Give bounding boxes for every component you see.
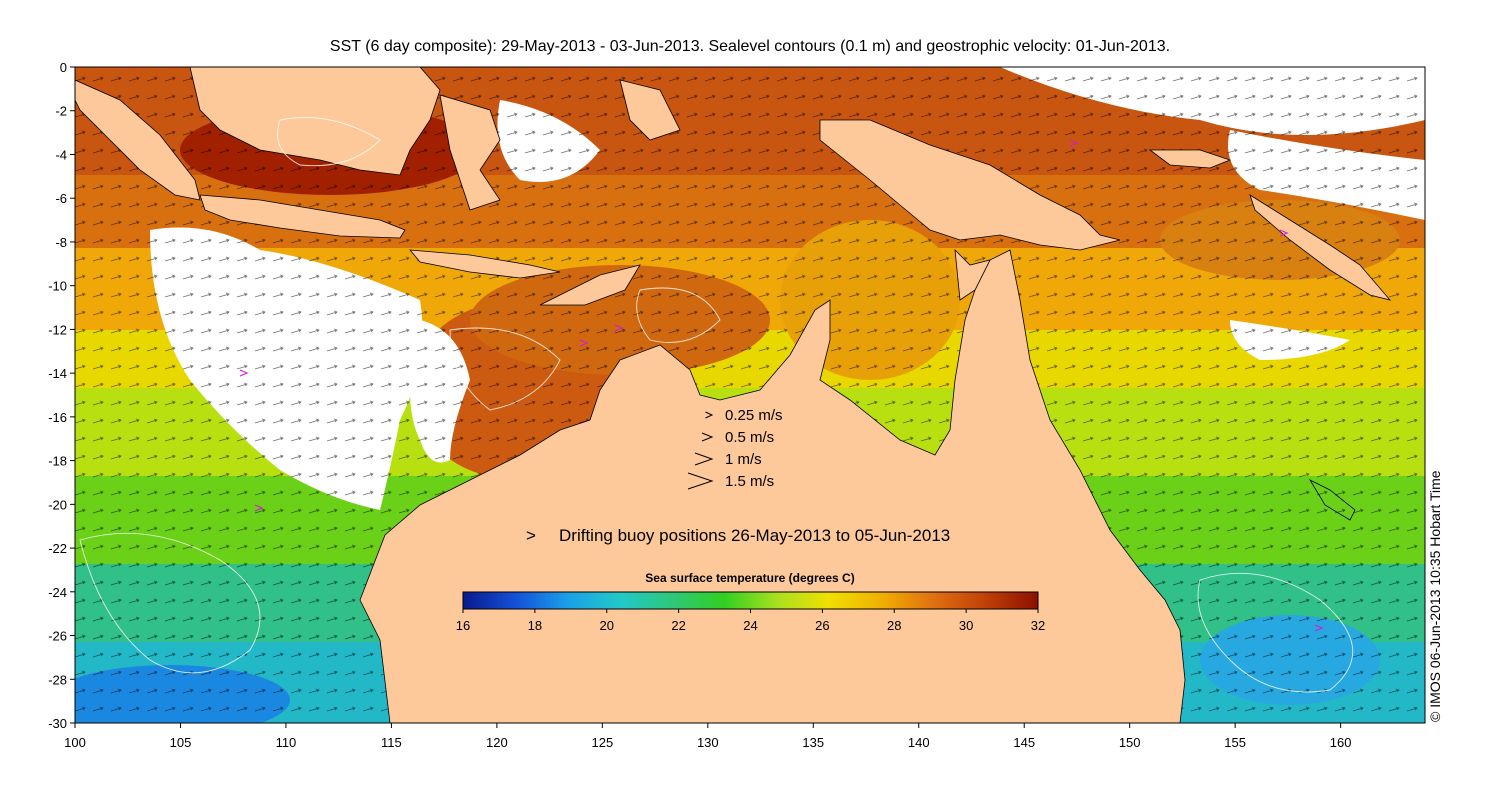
velocity-legend-label: 1 m/s <box>725 451 762 468</box>
lat-tick-label: -2 <box>55 104 67 119</box>
borneo-land <box>189 67 441 176</box>
longitude-axis: 100 105 110 115 120 125 130 135 140 145 150 155 160 <box>64 723 1351 750</box>
lat-tick-label: -8 <box>55 235 67 250</box>
java-land <box>199 194 406 239</box>
lat-tick-label: -4 <box>55 147 67 162</box>
colorbar-tick-label: 32 <box>1031 618 1045 633</box>
cape-york-land <box>954 248 991 301</box>
colorbar-tick-label: 22 <box>671 618 685 633</box>
velocity-legend-arrow <box>687 472 714 490</box>
solomon-land <box>1249 194 1392 301</box>
sulawesi-land <box>439 94 501 211</box>
colorbar-tick-label: 30 <box>959 618 973 633</box>
lat-tick-label: -24 <box>48 585 67 600</box>
colorbar-tick-label: 24 <box>743 618 757 633</box>
lon-tick-label: 115 <box>381 735 402 750</box>
map-layers <box>75 67 1425 723</box>
copyright-credit: © IMOS 06-Jun-2013 10:35 Hobart Time <box>1427 470 1443 722</box>
lat-tick-label: -28 <box>48 672 67 687</box>
lon-tick-label: 160 <box>1330 735 1352 750</box>
lat-tick-label: -10 <box>48 279 67 294</box>
velocity-legend-label: 1.5 m/s <box>725 473 774 490</box>
lon-tick-label: 150 <box>1119 735 1141 750</box>
drifting-buoys <box>239 139 1324 632</box>
colorbar-bar <box>462 591 1039 610</box>
colorbar: Sea surface temperature (degrees C) 16 18… <box>456 571 1045 633</box>
map-title: SST (6 day composite): 29-May-2013 - 03-… <box>329 38 1171 55</box>
velocity-legend-label: 0.25 m/s <box>725 407 783 424</box>
sumatra-land <box>75 79 201 201</box>
buoy-legend: > Drifting buoy positions 26-May-2013 to… <box>526 526 950 545</box>
colorbar-tick-label: 26 <box>815 618 829 633</box>
velocity-legend-arrow <box>705 411 714 419</box>
colorbar-tick-label: 18 <box>528 618 542 633</box>
velocity-legend-arrow <box>694 452 714 466</box>
maluku-land <box>619 79 681 141</box>
colorbar-tick-label: 16 <box>456 618 470 633</box>
lat-tick-label: -22 <box>48 541 67 556</box>
lat-tick-label: -20 <box>48 497 67 512</box>
sealevel-contours <box>79 117 1354 693</box>
velocity-legend-label: 0.5 m/s <box>725 429 774 446</box>
lat-tick-label: 0 <box>60 60 67 75</box>
plot-frame <box>74 66 1426 724</box>
colorbar-tick-label: 20 <box>600 618 614 633</box>
latitude-axis: 0 -2 -4 -6 -8 -10 -12 -14 -16 -18 -20 -22 -24 -26 -28 -… <box>48 60 75 731</box>
lon-tick-label: 105 <box>170 735 192 750</box>
lon-tick-label: 125 <box>591 735 613 750</box>
lon-tick-label: 130 <box>697 735 719 750</box>
lon-tick-label: 145 <box>1013 735 1035 750</box>
colorbar-title: Sea surface temperature (degrees C) <box>645 571 854 585</box>
velocity-legend: 0.25 m/s 0.5 m/s 1 m/s 1.5 m/s <box>687 407 783 490</box>
new-guinea-land <box>819 119 1121 251</box>
lon-tick-label: 120 <box>486 735 508 750</box>
lat-tick-label: -14 <box>48 366 67 381</box>
lon-tick-label: 100 <box>64 735 86 750</box>
lon-tick-label: 135 <box>802 735 824 750</box>
lon-tick-label: 155 <box>1224 735 1246 750</box>
lat-tick-label: -30 <box>48 716 67 731</box>
new-britain-land <box>1148 149 1232 169</box>
colorbar-tick-label: 28 <box>887 618 901 633</box>
lat-tick-label: -18 <box>48 454 67 469</box>
buoy-legend-symbol: > <box>526 526 536 545</box>
lesser-sunda-land <box>409 249 561 279</box>
new-caledonia-land <box>1308 479 1356 521</box>
colorbar-ticks: 16 18 20 22 24 26 28 30 32 <box>456 609 1045 633</box>
lat-tick-label: -12 <box>48 322 67 337</box>
buoy-legend-label: Drifting buoy positions 26-May-2013 to 0… <box>559 526 950 545</box>
lat-tick-label: -26 <box>48 629 67 644</box>
velocity-legend-arrow <box>701 432 714 442</box>
lat-tick-label: -16 <box>48 410 67 425</box>
lon-tick-label: 110 <box>276 735 297 750</box>
lat-tick-label: -6 <box>55 191 67 206</box>
lon-tick-label: 140 <box>908 735 930 750</box>
timor-land <box>539 264 641 306</box>
